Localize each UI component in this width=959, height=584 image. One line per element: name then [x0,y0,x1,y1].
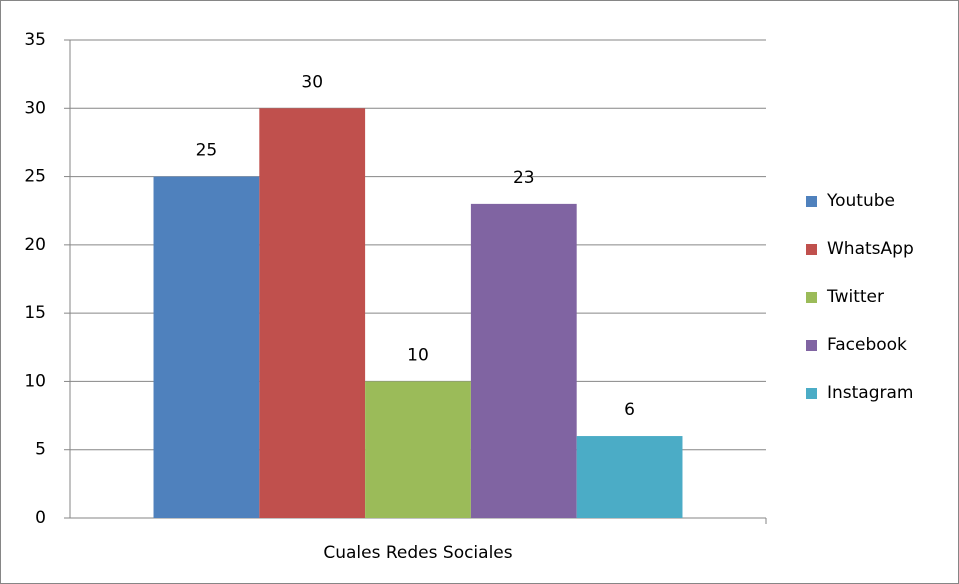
y-tick-label: 25 [24,167,46,187]
legend-swatch [806,292,817,303]
bar [576,436,683,518]
y-tick-label: 0 [35,508,46,528]
y-tick-label: 30 [24,98,46,118]
bar [470,203,577,518]
bar [153,176,260,519]
legend-label: WhatsApp [827,239,914,259]
bar [259,108,366,519]
y-tick-label: 20 [24,235,46,255]
value-label: 25 [196,141,218,161]
legend-label: Facebook [827,335,907,355]
legend-label: Twitter [826,287,884,307]
value-label: 10 [407,345,429,365]
y-tick-label: 15 [24,303,46,323]
value-label: 6 [624,400,635,420]
y-tick-label: 35 [24,30,46,50]
bar [365,381,471,518]
legend-swatch [806,196,817,207]
legend-swatch [806,388,817,399]
legend-swatch [806,340,817,351]
value-label: 30 [301,72,323,92]
y-tick-label: 10 [24,371,46,391]
legend-label: Youtube [826,191,895,211]
y-tick-label: 5 [35,440,46,460]
value-label: 23 [513,168,535,188]
legend-label: Instagram [827,383,914,403]
x-tick-label: Cuales Redes Sociales [323,543,512,563]
legend-swatch [806,244,817,255]
